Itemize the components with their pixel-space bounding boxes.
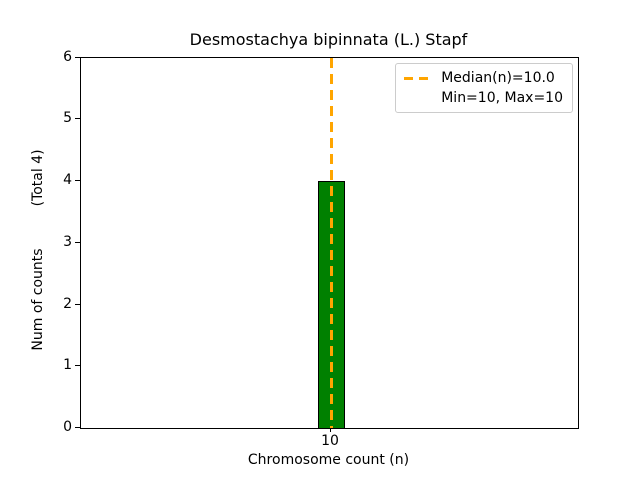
x-tick-mark-10: [330, 428, 331, 432]
y-tick-label-4: 4: [63, 172, 72, 188]
y-tick-label-0: 0: [63, 419, 72, 435]
y-tick-mark-3: [75, 242, 80, 243]
legend-minmax-label: Min=10, Max=10: [441, 90, 563, 106]
chart-title: Desmostachya bipinnata (L.) Stapf: [189, 30, 468, 49]
y-tick-mark-2: [75, 304, 80, 305]
y-tick-label-2: 2: [63, 296, 72, 312]
legend: Median(n)=10.0 Min=10, Max=10: [395, 63, 573, 113]
x-tick-label-10: 10: [321, 433, 339, 449]
y-tick-mark-0: [75, 427, 80, 428]
y-tick-label-6: 6: [63, 49, 72, 65]
y-tick-label-3: 3: [63, 234, 72, 250]
legend-spacer: [404, 97, 429, 100]
legend-median-label: Median(n)=10.0: [441, 70, 555, 86]
median-line: [330, 58, 333, 428]
x-axis-label: Chromosome count (n): [247, 452, 410, 468]
y-tick-mark-1: [75, 365, 80, 366]
y-tick-mark-6: [75, 57, 80, 58]
y-tick-label-5: 5: [63, 110, 72, 126]
y-tick-label-1: 1: [63, 357, 72, 373]
legend-entry-minmax: Min=10, Max=10: [404, 88, 563, 108]
y-tick-mark-5: [75, 118, 80, 119]
legend-entry-median: Median(n)=10.0: [404, 68, 563, 88]
plot-area: Median(n)=10.0 Min=10, Max=10: [80, 57, 579, 429]
dashed-line-icon: [404, 76, 430, 80]
y-tick-mark-4: [75, 180, 80, 181]
